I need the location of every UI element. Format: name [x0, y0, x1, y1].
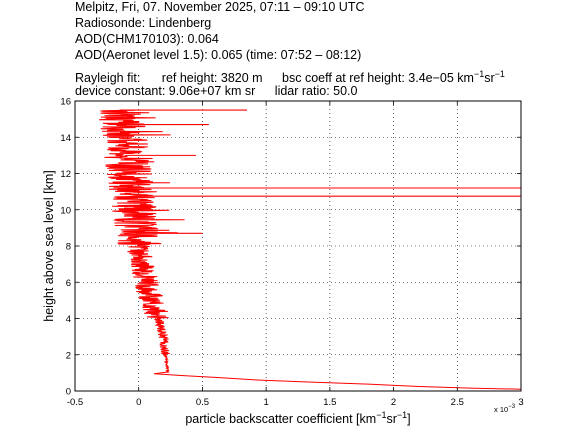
y-tick-label: 14 [60, 133, 71, 144]
profile-line [99, 109, 522, 390]
x-tick-label: -0.5 [67, 397, 83, 408]
y-tick-label: 0 [66, 387, 71, 398]
x-tick-label: 0 [136, 397, 141, 408]
header-aod-aeronet: AOD(Aeronet level 1.5): 0.065 (time: 07:… [75, 48, 362, 62]
bsc-coeff: bsc coeff at ref height: 3.4e−05 km−1sr−… [282, 69, 505, 86]
x-axis-label: particle backscatter coefficient [km−1sr… [185, 410, 410, 426]
y-tick-label: 4 [66, 314, 71, 325]
y-tick-label: 16 [60, 97, 71, 108]
lidar-ratio: lidar ratio: 50.0 [274, 84, 358, 98]
device-constant: device constant: 9.06e+07 km sr [75, 84, 256, 98]
header-radiosonde: Radiosonde: Lindenberg [75, 16, 212, 30]
x-tick-label: 2 [391, 397, 396, 408]
ref-height: ref height: 3820 m [161, 71, 263, 86]
x-tick-label: 1 [263, 397, 268, 408]
y-axis-label: height above sea level [km] [42, 170, 56, 321]
y-tick-label: 10 [60, 205, 71, 216]
rayleigh-fit-label: Rayleigh fit: [75, 71, 141, 86]
header-location-date: Melpitz, Fri, 07. November 2025, 07:11 –… [75, 0, 365, 14]
y-tick-label: 2 [66, 350, 71, 361]
x-tick-label: 0.5 [196, 397, 209, 408]
x-tick-label: 2.5 [451, 397, 464, 408]
x-multiplier: x 10−3 [494, 404, 516, 414]
y-tick-label: 12 [60, 169, 71, 180]
x-tick-label: 3 [518, 397, 523, 408]
y-tick-label: 6 [66, 278, 71, 289]
header-device-constant: device constant: 9.06e+07 km sr lidar ra… [75, 84, 357, 98]
header-aod-chm: AOD(CHM170103): 0.064 [75, 32, 219, 46]
profile-lines [99, 109, 522, 390]
header-rayleigh-fit: Rayleigh fit: ref height: 3820 m bsc coe… [75, 67, 505, 85]
y-tick-label: 8 [66, 242, 71, 253]
x-tick-label: 1.5 [323, 397, 336, 408]
